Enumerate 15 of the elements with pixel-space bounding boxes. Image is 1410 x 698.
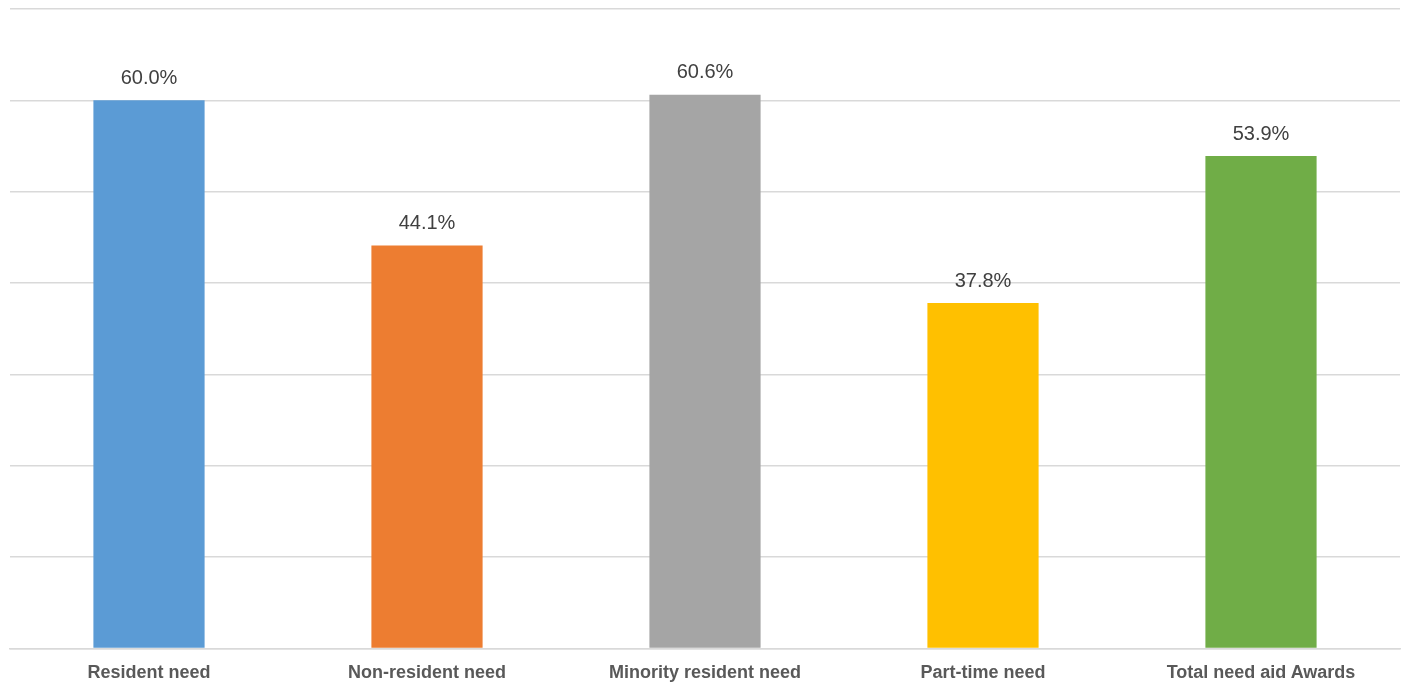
data-label: 53.9% (1232, 121, 1290, 144)
x-tick-label: Part-time need (920, 662, 1046, 683)
bar (927, 303, 1039, 648)
bar (1205, 156, 1317, 648)
data-label: 37.8% (954, 268, 1012, 291)
x-tick-label: Total need aid Awards (1166, 662, 1356, 683)
x-tick-label: Minority resident need (608, 662, 802, 683)
x-tick-label: Resident need (87, 662, 211, 683)
data-label: 44.1% (398, 211, 456, 234)
bar (371, 245, 483, 648)
x-tick-label: Non-resident need (347, 662, 507, 683)
bar (649, 94, 761, 648)
data-label: 60.6% (676, 60, 734, 83)
data-label: 60.0% (120, 65, 178, 88)
bar (93, 100, 205, 648)
